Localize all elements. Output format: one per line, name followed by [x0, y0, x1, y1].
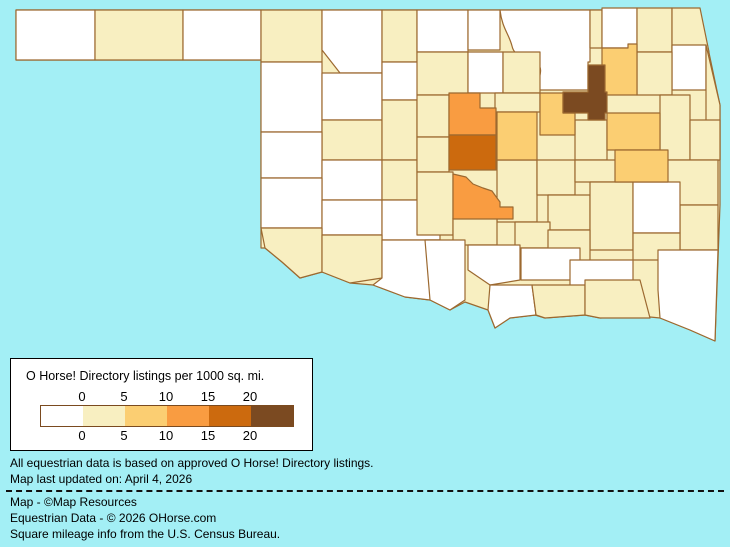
county-36-shape	[416, 171, 454, 236]
county-23-shape	[321, 119, 383, 161]
legend-tick-bottom-label: 15	[200, 428, 216, 443]
county-30-shape	[321, 199, 383, 236]
legend-ticks-top: 0 5 10 15 20	[11, 389, 312, 404]
county-38-shape	[494, 92, 541, 113]
oklahoma-map-svg	[15, 7, 721, 342]
county-7-shape	[416, 9, 469, 53]
county-41-shape	[574, 119, 608, 161]
county-13-shape	[671, 7, 710, 53]
legend-box: O Horse! Directory listings per 1000 sq.…	[10, 358, 313, 451]
legend-color-ramp	[40, 405, 294, 427]
county-39-shape	[536, 159, 576, 196]
county-6-shape	[381, 9, 418, 63]
county-26-shape	[260, 131, 323, 179]
legend-tick-top-label: 5	[120, 389, 128, 404]
county-32-shape	[260, 227, 323, 279]
legend-swatch-10-15	[167, 406, 209, 426]
legend-tick-top-label: 15	[200, 389, 216, 404]
county-64-shape	[606, 112, 661, 151]
county-67-shape	[448, 134, 497, 171]
county-33-shape	[321, 234, 383, 284]
county-69-shape	[562, 64, 608, 121]
county-22-shape	[502, 51, 541, 94]
legend-tick-top-label: 10	[158, 389, 174, 404]
legend-swatch-0-5	[83, 406, 125, 426]
legend-tick-top-label: 0	[78, 389, 86, 404]
county-58-shape	[487, 284, 537, 329]
oklahoma-county-map	[15, 7, 721, 342]
legend-tick-bottom-label: 5	[120, 428, 128, 443]
county-20-shape	[416, 51, 469, 96]
legend-title: O Horse! Directory listings per 1000 sq.…	[26, 369, 265, 383]
county-11-shape	[601, 7, 638, 49]
legend-tick-bottom-label: 10	[158, 428, 174, 443]
county-61-shape	[496, 111, 538, 161]
county-21-shape	[467, 51, 504, 94]
footer-note-data-source: All equestrian data is based on approved…	[10, 456, 374, 470]
county-35-shape	[416, 136, 450, 173]
county-1-shape	[15, 9, 96, 61]
county-60-shape	[584, 279, 651, 319]
county-4-shape	[260, 9, 323, 63]
county-29-shape	[260, 177, 323, 229]
county-17-shape	[260, 61, 323, 133]
county-12-shape	[636, 7, 673, 53]
county-50-shape	[679, 204, 719, 251]
county-65-shape	[614, 149, 669, 183]
footer-note-last-updated: Map last updated on: April 4, 2026	[10, 472, 193, 486]
county-43-shape	[589, 181, 634, 251]
legend-ticks-bottom: 0 5 10 15 20	[11, 428, 312, 443]
county-8-shape	[467, 9, 501, 51]
legend-swatch-20+	[251, 406, 293, 426]
county-56-shape	[424, 239, 466, 311]
footer-credit-map: Map - ©Map Resources	[10, 495, 137, 509]
county-16-shape	[636, 51, 673, 96]
county-63-shape	[601, 43, 638, 96]
county-24-shape	[381, 99, 418, 161]
legend-tick-top-label: 20	[242, 389, 258, 404]
county-18-shape	[321, 72, 383, 121]
county-14-shape	[671, 44, 707, 91]
county-10-shape	[589, 9, 603, 49]
legend-tick-bottom-label: 0	[78, 428, 86, 443]
legend-swatch-5-10	[125, 406, 167, 426]
county-25-shape	[416, 94, 450, 138]
county-28-shape	[381, 159, 418, 201]
county-51-shape	[632, 181, 681, 234]
county-2-shape	[94, 9, 184, 61]
county-68-shape	[452, 173, 514, 220]
county-27-shape	[321, 159, 383, 201]
footer-credit-equestrian-data: Equestrian Data - © 2026 OHorse.com	[10, 511, 217, 525]
footer-credit-census: Square mileage info from the U.S. Census…	[10, 527, 281, 541]
county-44-shape	[514, 221, 551, 249]
legend-swatch-15-20	[209, 406, 251, 426]
legend-tick-bottom-label: 20	[242, 428, 258, 443]
dashed-separator	[6, 490, 724, 492]
county-40-shape	[547, 194, 591, 231]
county-55-shape	[657, 249, 719, 342]
county-3-shape	[182, 9, 262, 61]
legend-swatch-0	[41, 406, 83, 426]
county-59-shape	[531, 284, 586, 319]
county-48-shape	[689, 119, 721, 161]
county-57-shape	[467, 244, 521, 286]
